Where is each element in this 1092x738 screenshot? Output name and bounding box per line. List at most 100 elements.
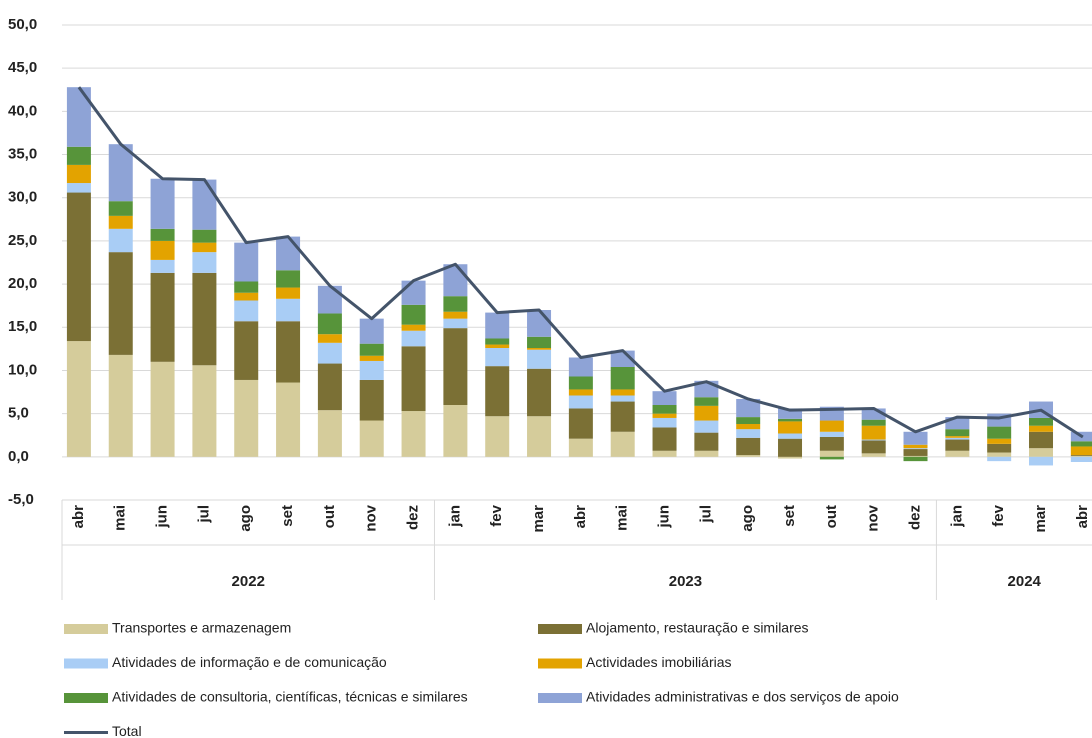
- bar-segment: [1070, 441, 1092, 447]
- bar-segment: [234, 242, 259, 282]
- y-tick-label: 25,0: [8, 232, 37, 249]
- bar-segment: [66, 192, 91, 342]
- bar-segment: [234, 321, 259, 380]
- bar-segment: [401, 324, 426, 331]
- bar-segment: [527, 336, 552, 348]
- bar-segment: [527, 349, 552, 369]
- bar-segment: [652, 417, 677, 428]
- bar-segment: [903, 448, 928, 450]
- x-group-label: 2023: [669, 573, 702, 590]
- bar-segment: [317, 342, 342, 364]
- y-tick-label: 40,0: [8, 102, 37, 119]
- bar-segment: [652, 427, 677, 451]
- bar-segment: [485, 416, 510, 457]
- bar-segment: [276, 321, 301, 383]
- bar-segment: [945, 437, 970, 440]
- bar-segment: [108, 201, 133, 216]
- bar-segment: [1029, 456, 1054, 466]
- bar-segment: [276, 382, 301, 457]
- x-tick-label: abr: [572, 505, 589, 529]
- bar-segment: [66, 183, 91, 193]
- x-tick-label: ago: [739, 505, 756, 532]
- bar-segment: [150, 178, 175, 229]
- legend-swatch: [64, 624, 108, 634]
- bar-segment: [819, 450, 844, 457]
- x-tick-label: fev: [488, 504, 505, 526]
- bar-segment: [401, 304, 426, 325]
- bar-segment: [694, 397, 719, 406]
- bar-segment: [317, 313, 342, 335]
- legend-item: Alojamento, restauração e similares: [538, 620, 809, 636]
- bar-segment: [150, 259, 175, 273]
- bar-segment: [66, 341, 91, 457]
- bar-segment: [861, 439, 886, 441]
- bar-segment: [359, 318, 384, 344]
- bar-segment: [443, 318, 468, 329]
- legend-label: Atividades de informação e de comunicaçã…: [112, 654, 387, 670]
- bar-segment: [401, 346, 426, 412]
- bar-segment: [401, 330, 426, 347]
- x-tick-label: abr: [1074, 505, 1091, 529]
- bar-segment: [778, 456, 803, 459]
- legend-item: Atividades administrativas e dos serviço…: [538, 689, 899, 705]
- bar-segment: [568, 357, 593, 377]
- bar-segment: [903, 455, 928, 457]
- bar-segment: [359, 420, 384, 457]
- x-group-label: 2022: [232, 573, 265, 590]
- bar-segment: [485, 344, 510, 348]
- bar-segment: [945, 429, 970, 437]
- bar-segment: [987, 438, 1012, 444]
- legend-swatch: [538, 624, 582, 634]
- legend-swatch: [64, 658, 108, 669]
- bar-segment: [778, 408, 803, 419]
- bar-segment: [443, 311, 468, 319]
- bar-segment: [527, 348, 552, 350]
- bar-segment: [276, 236, 301, 271]
- bar-segment: [1029, 431, 1054, 449]
- bar-segment: [1070, 446, 1092, 456]
- bar-segment: [359, 343, 384, 356]
- bar-segment: [610, 395, 635, 402]
- bar-segment: [861, 453, 886, 457]
- bar-segment: [443, 328, 468, 405]
- bar-segment: [317, 334, 342, 343]
- bar-segment: [192, 179, 217, 230]
- bar-segment: [317, 285, 342, 314]
- y-tick-label: 30,0: [8, 189, 37, 206]
- bar-segment: [903, 449, 928, 456]
- x-tick-label: jun: [656, 505, 673, 529]
- bar-segment: [736, 424, 761, 430]
- y-tick-label: 5,0: [8, 405, 29, 422]
- bar-segment: [778, 438, 803, 457]
- bar-segment: [652, 413, 677, 418]
- x-tick-label: set: [279, 505, 296, 527]
- x-group-label: 2024: [1008, 573, 1042, 590]
- legend-item: Transportes e armazenagem: [64, 620, 291, 636]
- y-tick-label: 50,0: [8, 16, 37, 33]
- bar-segment: [694, 432, 719, 451]
- bar-segment: [401, 280, 426, 305]
- bar-segment: [234, 281, 259, 293]
- bar-segment: [150, 240, 175, 260]
- legend-swatch: [538, 693, 582, 703]
- x-tick-label: jan: [948, 505, 965, 528]
- legend-label: Total: [112, 723, 142, 738]
- y-tick-label: 35,0: [8, 146, 37, 163]
- bar-segment: [736, 429, 761, 438]
- y-tick-label: 10,0: [8, 361, 37, 378]
- bar-segment: [108, 144, 133, 202]
- bar-segment: [610, 431, 635, 457]
- bar-segment: [234, 379, 259, 457]
- x-tick-label: jul: [195, 505, 212, 524]
- bar-segment: [234, 300, 259, 322]
- bar-segment: [317, 410, 342, 457]
- bar-segment: [861, 419, 886, 426]
- x-tick-label: nov: [865, 504, 882, 531]
- bar-segment: [150, 228, 175, 241]
- bar-segment: [694, 450, 719, 457]
- bar-segment: [903, 456, 928, 462]
- bar-segment: [485, 312, 510, 339]
- bar-segment: [359, 360, 384, 380]
- legend-item: Atividades de consultoria, científicas, …: [64, 689, 468, 705]
